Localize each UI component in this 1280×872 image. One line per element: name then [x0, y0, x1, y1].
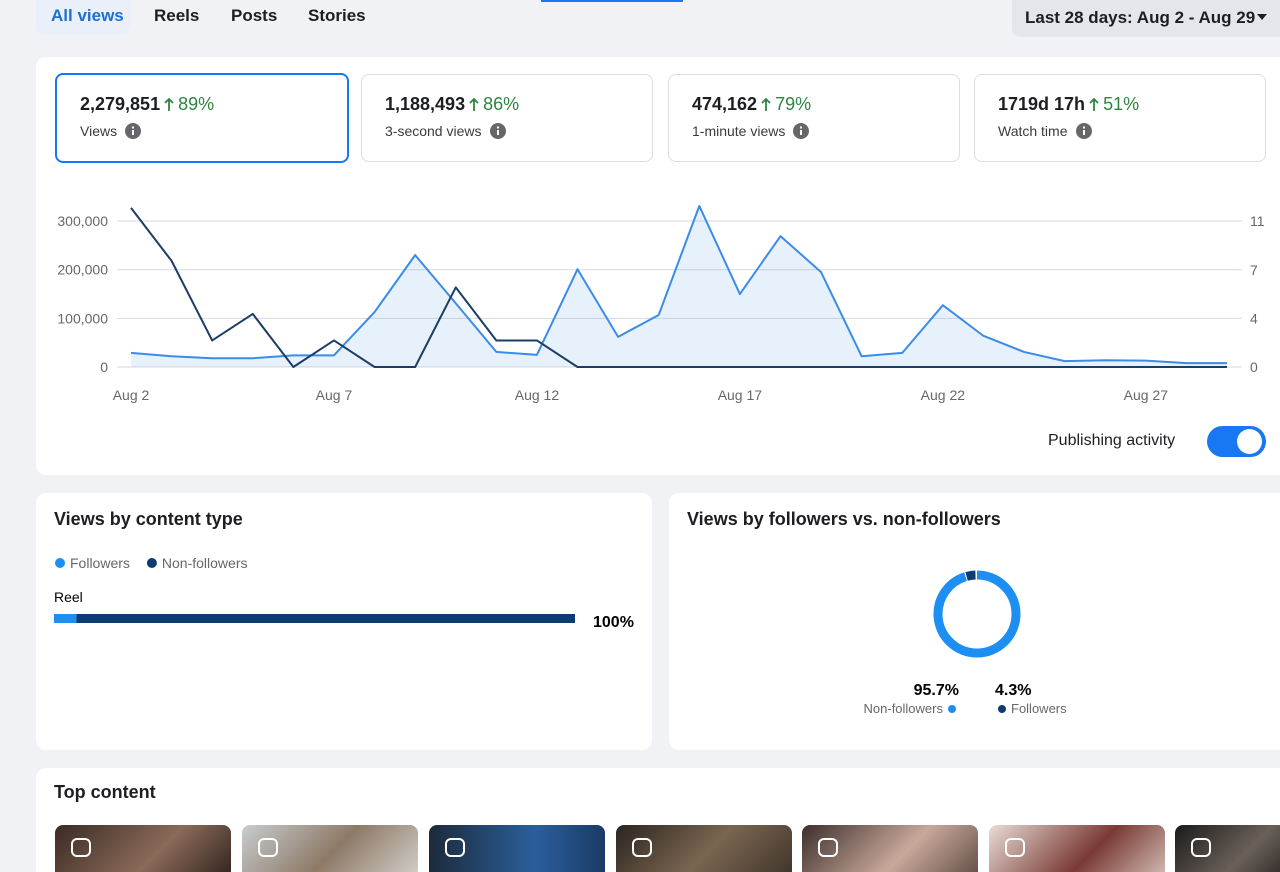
- thumbnail[interactable]: [55, 825, 231, 872]
- metric-card[interactable]: 2,279,851 89% Views: [55, 73, 349, 163]
- legend-label: Non-followers: [162, 555, 248, 571]
- followers-panel: Views by followers vs. non-followers 95.…: [669, 493, 1280, 750]
- metric-value: 1719d 17h: [998, 94, 1086, 114]
- y-tick-label: 300,000: [57, 213, 108, 229]
- active-tab-bg: [36, 0, 130, 34]
- toggle-knob: [1237, 429, 1262, 454]
- x-tick-label: Aug 27: [1124, 387, 1169, 403]
- toggle-label: Publishing activity: [1048, 432, 1176, 449]
- tab[interactable]: Reels: [154, 6, 200, 25]
- y2-tick-label: 11: [1250, 213, 1265, 229]
- panel-title: Top content: [54, 782, 156, 802]
- bar-segment: [76, 614, 575, 623]
- metric-card[interactable]: 1,188,493 86% 3-second views: [361, 74, 653, 162]
- up-arrow: [164, 97, 174, 111]
- info-icon[interactable]: [1075, 123, 1092, 139]
- legend-dot: [998, 705, 1006, 713]
- metric-label: Watch time: [998, 123, 1068, 139]
- thumbnail[interactable]: [242, 825, 418, 872]
- segment-value: 4.3%: [995, 682, 1031, 699]
- toggle-switch[interactable]: [1207, 426, 1266, 457]
- donut-segment: [933, 570, 1021, 658]
- date-range: Last 28 days: Aug 2 - Aug 29: [1025, 8, 1256, 27]
- x-tick-label: Aug 12: [515, 387, 560, 403]
- metric-card[interactable]: 474,162 79% 1-minute views: [668, 74, 960, 162]
- date-dropdown[interactable]: Last 28 days: Aug 2 - Aug 29: [1012, 0, 1280, 37]
- legend-dot: [55, 558, 65, 568]
- metric-label: 1-minute views: [692, 123, 786, 139]
- y-tick-label: 0: [100, 359, 108, 375]
- tab[interactable]: All views: [51, 6, 124, 25]
- metric-card[interactable]: 1719d 17h 51% Watch time: [974, 74, 1266, 162]
- x-tick-label: Aug 22: [921, 387, 966, 403]
- metric-value: 1,188,493: [385, 94, 466, 114]
- row-label: Reel: [54, 589, 83, 605]
- segment-name: Followers: [1011, 701, 1067, 716]
- up-arrow: [1089, 97, 1099, 111]
- metric-label: Views: [80, 123, 118, 139]
- line: [130, 207, 1227, 368]
- metric-change: 51%: [1103, 94, 1140, 114]
- metric-value: 474,162: [692, 94, 758, 114]
- panel-title: Views by content type: [54, 509, 243, 529]
- segment-value: 95.7%: [914, 682, 959, 699]
- up-arrow: [761, 97, 771, 111]
- content-type-chart: Followers Non-followers Reel 100%: [54, 555, 634, 631]
- thumbnail[interactable]: [802, 825, 978, 872]
- metric-change: 89%: [178, 94, 215, 114]
- tab[interactable]: Posts: [231, 6, 278, 25]
- metric-label: 3-second views: [385, 123, 482, 139]
- donut-chart: 95.7% Non-followers 4.3% Followers: [864, 570, 1067, 716]
- line-chart: 0 100,000 200,000 300,000 0 4 7 11 Aug 2 Aug 7 Aug…: [57, 204, 1265, 403]
- panel-title: Views by followers vs. non-followers: [687, 509, 1001, 529]
- segment-name: Non-followers: [864, 701, 944, 716]
- metric-value: 2,279,851: [80, 94, 161, 114]
- info-icon[interactable]: [793, 123, 810, 139]
- x-tick-label: Aug 17: [718, 387, 763, 403]
- content-type-panel: Views by content type Followers Non-follo…: [36, 493, 652, 750]
- row-total: 100%: [593, 614, 634, 631]
- area: [131, 205, 1227, 367]
- info-icon[interactable]: [125, 123, 142, 139]
- legend-dot: [948, 705, 956, 713]
- metric-change: 86%: [483, 94, 520, 114]
- thumbnail[interactable]: [616, 825, 792, 872]
- y2-tick-label: 4: [1250, 310, 1258, 326]
- info-icon[interactable]: [489, 123, 506, 139]
- x-tick-label: Aug 7: [316, 387, 353, 403]
- y2-tick-label: 0: [1250, 359, 1258, 375]
- tab[interactable]: Stories: [308, 6, 366, 25]
- thumbnail[interactable]: [989, 825, 1165, 872]
- line: [130, 204, 1227, 365]
- reel-icons: [71, 838, 1211, 857]
- legend-label: Followers: [70, 555, 130, 571]
- thumbnail[interactable]: [429, 825, 605, 872]
- metric-change: 79%: [775, 94, 812, 114]
- legend-dot: [146, 558, 157, 568]
- y2-tick-label: 7: [1250, 262, 1258, 278]
- y-tick-label: 200,000: [57, 262, 108, 278]
- up-arrow: [469, 97, 479, 111]
- x-tick-label: Aug 2: [113, 387, 150, 403]
- scroll-indicator: [541, 0, 683, 2]
- caret: [1257, 14, 1267, 20]
- bar-segment: [54, 614, 77, 623]
- y-tick-label: 100,000: [57, 310, 108, 326]
- donut-segment: [933, 570, 1021, 658]
